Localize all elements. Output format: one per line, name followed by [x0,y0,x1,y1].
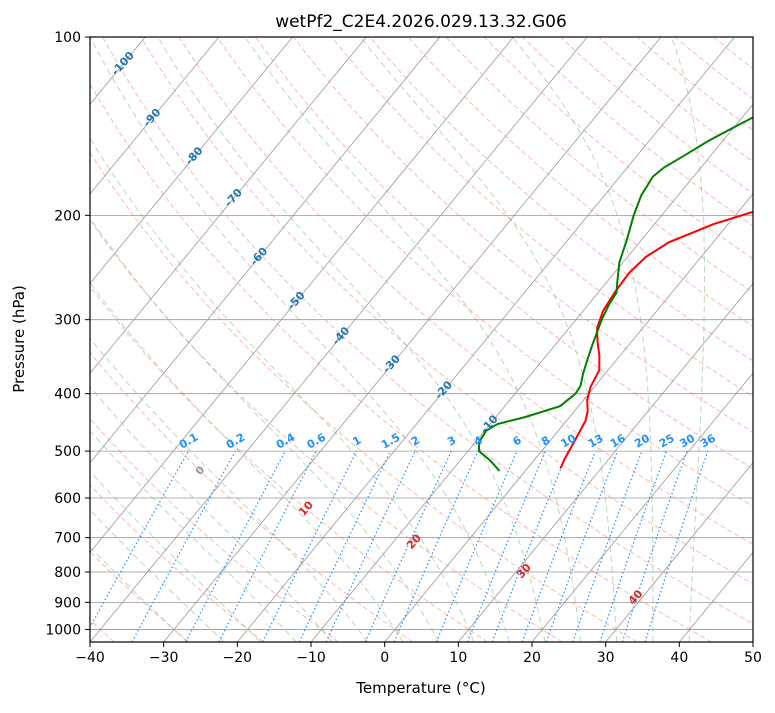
y-tick-label: 600 [54,491,81,507]
y-tick-label: 100 [54,30,81,46]
y-tick-label: 200 [54,208,81,224]
x-axis-title: Temperature (°C) [355,679,485,697]
x-tick-label: 30 [597,650,615,666]
x-tick-label: 40 [670,650,688,666]
x-tick-label: 50 [744,650,762,666]
y-tick-label: 900 [54,595,81,611]
x-tick-label: −30 [149,650,179,666]
x-tick-label: −40 [75,650,105,666]
chart-title: wetPf2_C2E4.2026.029.13.32.G06 [275,12,567,32]
y-tick-label: 500 [54,444,81,460]
x-tick-label: 0 [380,650,389,666]
x-tick-label: −20 [223,650,253,666]
y-tick-label: 700 [54,531,81,547]
y-tick-label: 400 [54,387,81,403]
x-tick-label: 10 [449,650,467,666]
x-tick-label: 20 [523,650,541,666]
y-tick-label: 800 [54,565,81,581]
y-tick-label: 1000 [45,622,81,638]
y-tick-label: 300 [54,313,81,329]
y-axis-title: Pressure (hPa) [10,285,28,393]
x-tick-label: −10 [296,650,326,666]
